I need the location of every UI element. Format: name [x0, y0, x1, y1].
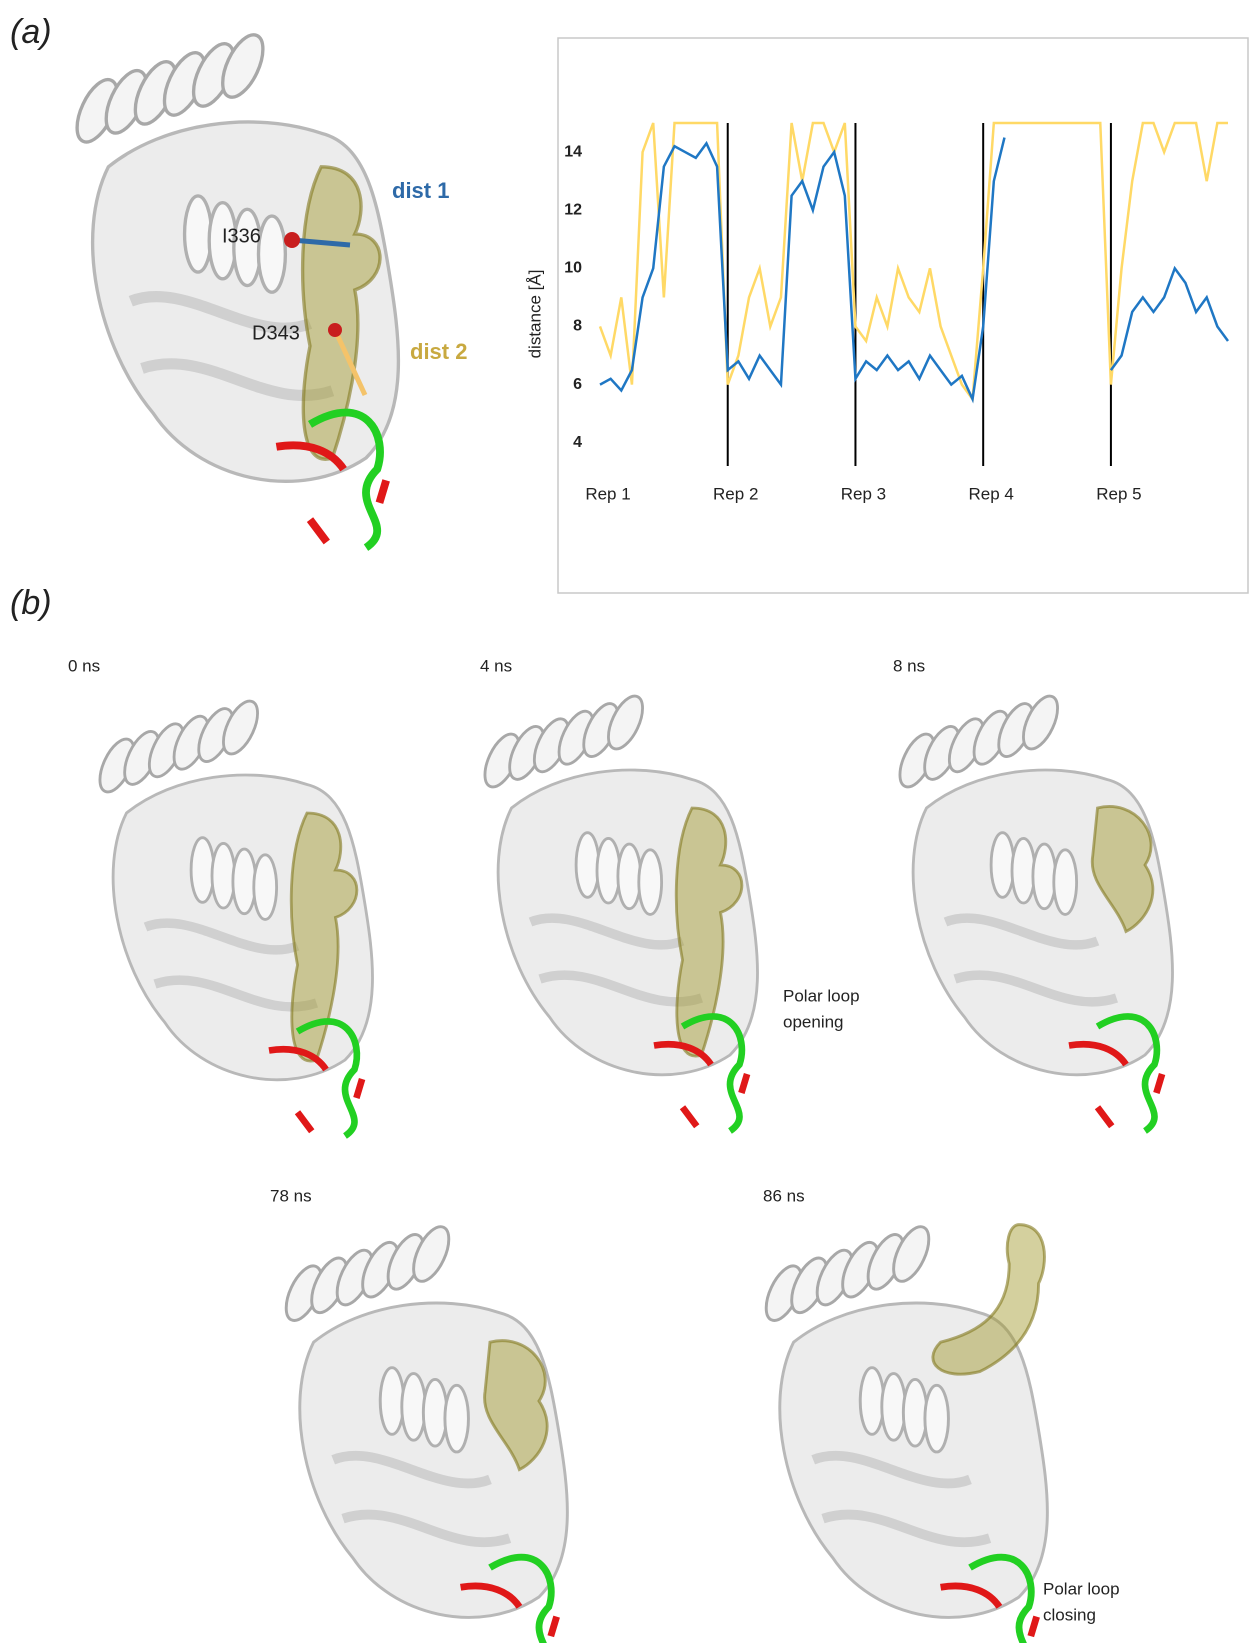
strand [528, 913, 703, 1007]
helix-turn [421, 1377, 449, 1448]
helix-turn [1052, 848, 1079, 916]
y-tick-label: 14 [564, 143, 582, 160]
loop-red [653, 1041, 751, 1129]
distance-label: dist 2 [410, 339, 467, 364]
snapshot-time: 78 ns [270, 1186, 312, 1205]
helix-turn [901, 1377, 929, 1448]
loop-red [1068, 1041, 1166, 1129]
loop-green [307, 408, 384, 551]
loop-green [488, 1553, 555, 1648]
loop-green [680, 1013, 746, 1134]
distance-label: dist 1 [392, 178, 449, 203]
y-tick-label: 10 [564, 260, 582, 277]
y-axis-label: distance [Å] [525, 270, 544, 359]
chart-frame [557, 37, 1249, 594]
helix-turn [923, 1383, 950, 1454]
loop-red [275, 441, 390, 545]
ligand-surface [483, 1339, 549, 1472]
snapshot-time: 86 ns [763, 1186, 805, 1205]
helix-turn [443, 1383, 470, 1454]
helix-turn [595, 836, 622, 905]
series-line [599, 137, 1006, 404]
ligand-surface [931, 1223, 1046, 1376]
x-tick-label: Rep 1 [585, 484, 630, 503]
strand [128, 290, 335, 401]
helix-turn [252, 853, 279, 921]
helix-turn [616, 842, 643, 911]
atom [328, 323, 342, 337]
ligand-surface [1090, 805, 1155, 934]
loop-green [295, 1018, 361, 1139]
helix-turn [607, 694, 644, 751]
annotation: closing [1043, 1605, 1096, 1624]
series-line [598, 121, 1228, 403]
y-tick-label: 8 [573, 318, 582, 335]
annotation: opening [783, 1012, 844, 1031]
helix-turn [858, 1366, 886, 1436]
protein-structure [483, 694, 759, 1134]
protein-structure [898, 694, 1174, 1134]
panel-label: (b) [10, 584, 52, 622]
strand [943, 913, 1118, 1007]
x-tick-label: Rep 2 [713, 484, 758, 503]
helix-turn [412, 1225, 451, 1283]
helix-turn [232, 207, 263, 288]
annotation: Polar loop [783, 986, 860, 1005]
protein-structure [764, 1223, 1049, 1648]
loop-red [268, 1046, 366, 1134]
strand [331, 1450, 512, 1548]
helix-turn [880, 1372, 907, 1442]
loop-green [1095, 1013, 1161, 1134]
y-tick-label: 6 [573, 376, 582, 393]
strand [143, 918, 318, 1012]
x-tick-label: Rep 5 [1096, 484, 1141, 503]
helix-turn [210, 841, 237, 910]
y-tick-label: 12 [564, 201, 582, 218]
helix-turn [989, 831, 1016, 899]
helix-turn [256, 214, 288, 294]
x-tick-label: Rep 4 [968, 484, 1013, 503]
loop-green [968, 1553, 1035, 1648]
helix-turn [221, 33, 265, 99]
helix-turn [400, 1372, 427, 1442]
snapshot-time: 0 ns [68, 656, 100, 675]
loop-red [460, 1582, 560, 1638]
protein-structure [98, 699, 374, 1139]
helix-turn [1010, 836, 1037, 905]
helix-turn [574, 831, 601, 899]
distance-stick [332, 328, 368, 397]
loop-red [940, 1582, 1040, 1638]
protein-structure [75, 33, 401, 551]
helix-turn [182, 194, 214, 274]
strand [811, 1450, 992, 1548]
helix-turn [189, 836, 216, 904]
snapshot-time: 4 ns [480, 656, 512, 675]
snapshot-time: 8 ns [893, 656, 925, 675]
helix-turn [1031, 842, 1058, 911]
series-line [1109, 265, 1230, 371]
helix-turn [637, 848, 664, 916]
panel-label: (a) [10, 13, 52, 51]
helix-turn [231, 847, 258, 916]
residue-label: D343 [252, 322, 300, 344]
y-tick-label: 4 [573, 434, 582, 451]
annotation: Polar loop [1043, 1579, 1120, 1598]
structures [75, 33, 1174, 1648]
atom [284, 232, 300, 248]
helix-turn [892, 1225, 931, 1283]
helix-turn [222, 699, 259, 756]
protein-structure [284, 1225, 569, 1648]
helix-turn [378, 1366, 406, 1436]
chart: distance [Å] 4 6 8 10 12 14 Rep 1 Rep 2 Rep 3 Rep… [525, 121, 1230, 503]
distance-stick [291, 237, 351, 248]
helix-turn [1022, 694, 1059, 751]
x-tick-label: Rep 3 [841, 484, 886, 503]
residue-label: I336 [222, 225, 261, 247]
